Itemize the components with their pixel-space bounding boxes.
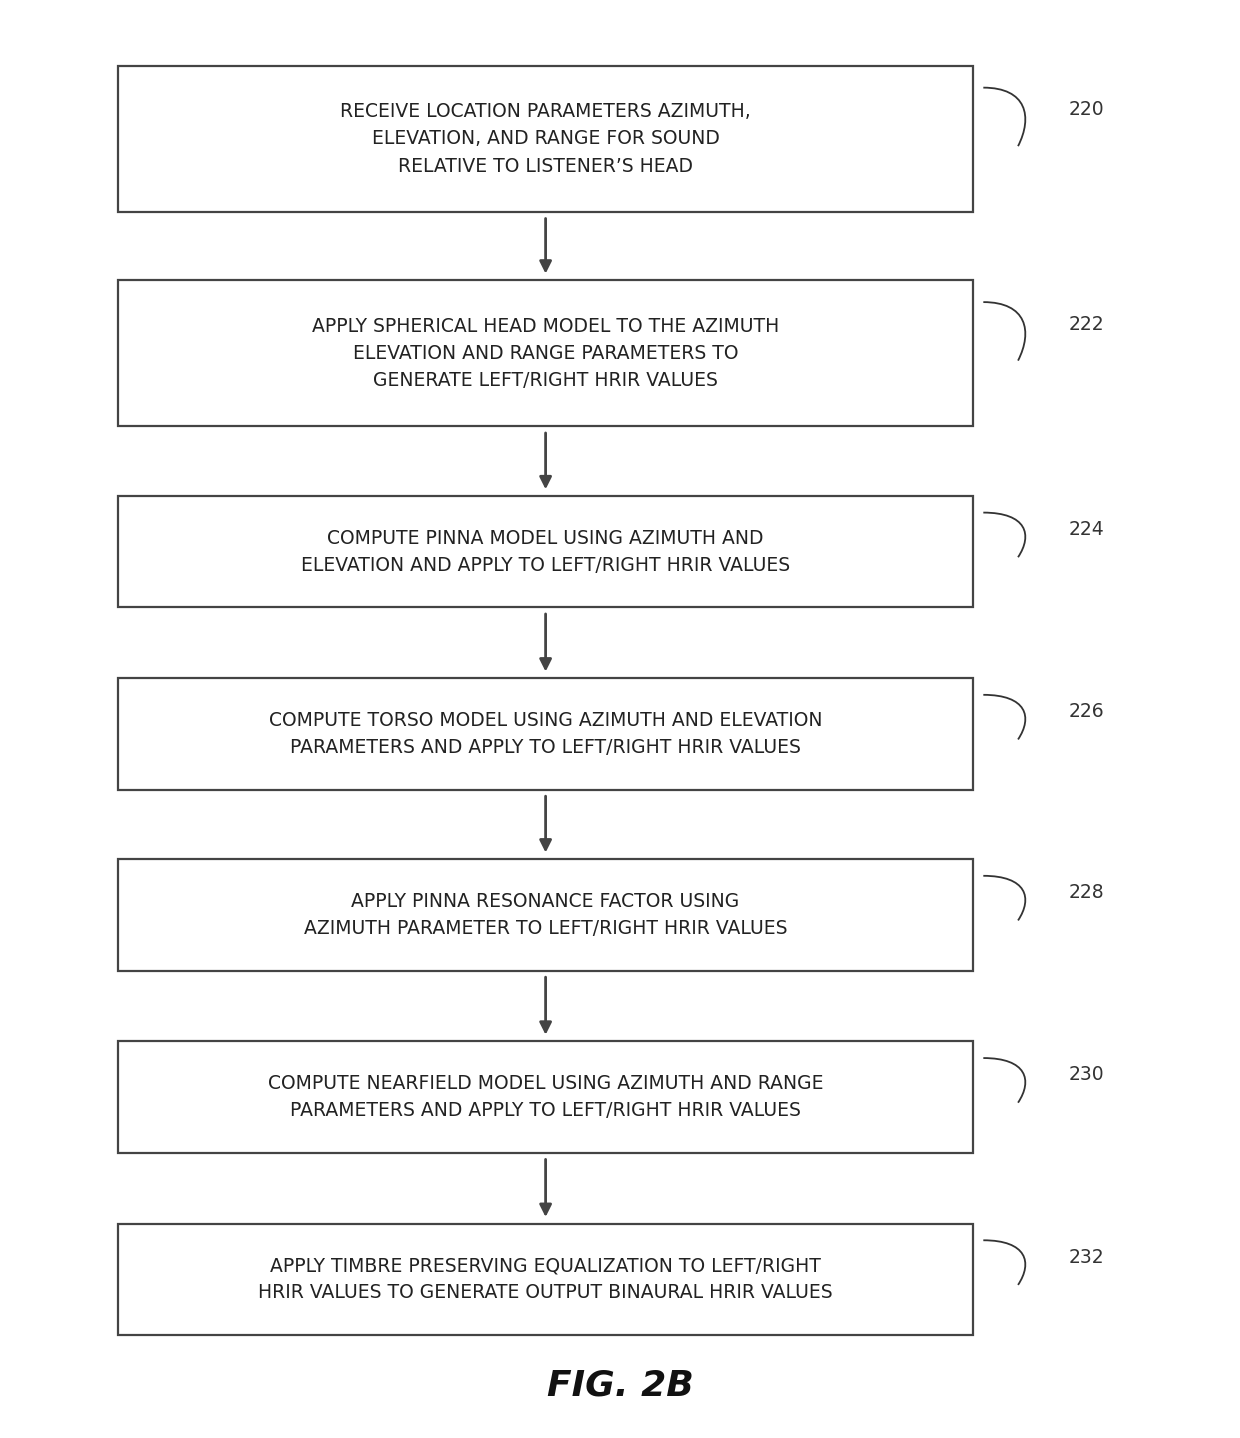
Bar [118, 496, 973, 607]
Text: 222: 222 [1069, 315, 1105, 334]
Bar [118, 858, 973, 971]
Text: 230: 230 [1069, 1066, 1105, 1084]
Text: 226: 226 [1069, 702, 1105, 720]
Text: 232: 232 [1069, 1248, 1105, 1267]
Bar [118, 1041, 973, 1153]
Text: COMPUTE PINNA MODEL USING AZIMUTH AND
ELEVATION AND APPLY TO LEFT/RIGHT HRIR VAL: COMPUTE PINNA MODEL USING AZIMUTH AND EL… [301, 529, 790, 575]
Bar [118, 280, 973, 427]
Text: COMPUTE NEARFIELD MODEL USING AZIMUTH AND RANGE
PARAMETERS AND APPLY TO LEFT/RIG: COMPUTE NEARFIELD MODEL USING AZIMUTH AN… [268, 1074, 823, 1120]
Bar [118, 66, 973, 211]
Text: APPLY PINNA RESONANCE FACTOR USING
AZIMUTH PARAMETER TO LEFT/RIGHT HRIR VALUES: APPLY PINNA RESONANCE FACTOR USING AZIMU… [304, 892, 787, 938]
Text: 220: 220 [1069, 101, 1105, 119]
Text: 228: 228 [1069, 883, 1105, 902]
Text: RECEIVE LOCATION PARAMETERS AZIMUTH,
ELEVATION, AND RANGE FOR SOUND
RELATIVE TO : RECEIVE LOCATION PARAMETERS AZIMUTH, ELE… [340, 102, 751, 175]
Text: FIG. 2B: FIG. 2B [547, 1369, 693, 1403]
Text: APPLY SPHERICAL HEAD MODEL TO THE AZIMUTH
ELEVATION AND RANGE PARAMETERS TO
GENE: APPLY SPHERICAL HEAD MODEL TO THE AZIMUT… [312, 316, 779, 390]
Bar [118, 679, 973, 789]
Text: 224: 224 [1069, 519, 1105, 539]
Text: COMPUTE TORSO MODEL USING AZIMUTH AND ELEVATION
PARAMETERS AND APPLY TO LEFT/RIG: COMPUTE TORSO MODEL USING AZIMUTH AND EL… [269, 710, 822, 756]
Text: APPLY TIMBRE PRESERVING EQUALIZATION TO LEFT/RIGHT
HRIR VALUES TO GENERATE OUTPU: APPLY TIMBRE PRESERVING EQUALIZATION TO … [258, 1257, 833, 1303]
Bar [118, 1224, 973, 1334]
